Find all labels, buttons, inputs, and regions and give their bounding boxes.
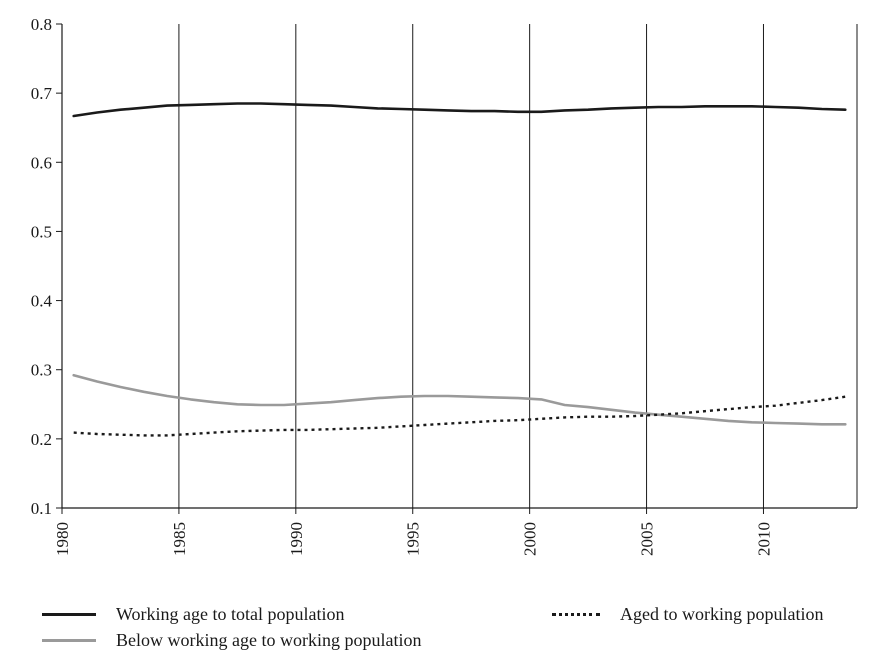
legend-swatch-dotted <box>552 613 600 616</box>
series-lines <box>72 102 847 437</box>
x-tick-label-2005: 2005 <box>638 522 657 556</box>
series-line-1 <box>72 102 847 118</box>
legend-label-aged: Aged to working population <box>620 604 824 624</box>
y-tick-label-0.4: 0.4 <box>31 292 53 311</box>
legend-item-aged: Aged to working population <box>552 604 823 625</box>
x-axis-ticks: 1980 1985 1990 1995 2000 2005 2010 <box>53 508 773 556</box>
line-chart: 0.1 0.2 0.3 0.4 0.5 0.6 0.7 0.8 1980 1985 1990 199… <box>31 15 858 556</box>
x-tick-label-1980: 1980 <box>53 522 72 556</box>
y-tick-label-0.7: 0.7 <box>31 84 53 103</box>
x-tick-label-1995: 1995 <box>404 522 423 556</box>
x-tick-label-1990: 1990 <box>287 522 306 556</box>
y-tick-label-0.1: 0.1 <box>31 499 52 518</box>
legend-label-working-age: Working age to total population <box>116 604 345 624</box>
x-tick-label-1985: 1985 <box>170 522 189 556</box>
y-axis-ticks: 0.1 0.2 0.3 0.4 0.5 0.6 0.7 0.8 <box>31 15 62 518</box>
legend-label-below-working-age: Below working age to working population <box>116 630 422 650</box>
legend-item-working-age: Working age to total population <box>42 604 345 625</box>
axes <box>61 24 857 509</box>
y-tick-label-0.6: 0.6 <box>31 153 52 172</box>
series-line-3 <box>73 395 846 437</box>
x-tick-label-2010: 2010 <box>754 522 773 556</box>
grid-lines <box>178 24 858 508</box>
y-tick-label-0.3: 0.3 <box>31 361 52 380</box>
y-tick-label-0.5: 0.5 <box>31 222 52 241</box>
series-line-2 <box>72 373 847 426</box>
x-tick-label-2000: 2000 <box>521 522 540 556</box>
legend-swatch-solid-gray <box>42 639 96 642</box>
legend-item-below-working-age: Below working age to working population <box>42 630 421 651</box>
y-tick-label-0.8: 0.8 <box>31 15 52 34</box>
legend-swatch-solid-black <box>42 613 96 616</box>
y-tick-label-0.2: 0.2 <box>31 430 52 449</box>
